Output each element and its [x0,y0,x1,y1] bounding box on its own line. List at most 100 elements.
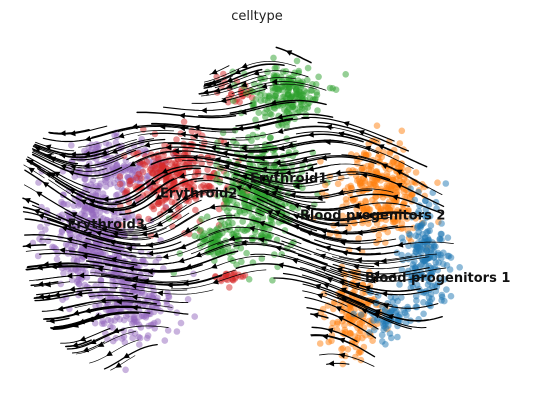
velocity-arrowhead [277,128,284,134]
velocity-streamline [216,149,315,160]
cell-point-blood-progenitors-2 [389,174,397,182]
velocity-streamline [64,211,157,234]
cell-point-blood-progenitors-2 [355,235,362,242]
cell-point-erythroid1 [306,94,314,102]
cell-point-blood-progenitors-1 [420,310,427,318]
cell-point-erythroid1 [292,87,300,94]
cell-point-erythroid1 [298,92,306,100]
velocity-streamline [99,212,190,236]
velocity-arrowhead [179,243,187,250]
cell-point-erythroid3 [137,271,144,278]
cell-point-erythroid3 [93,182,100,190]
velocity-arrowhead [111,148,118,154]
velocity-arrowhead [240,81,248,88]
velocity-streamline [304,296,379,330]
cell-point-erythroid3 [62,241,70,248]
cell-point-erythroid1 [304,76,311,84]
velocity-arrowhead [314,283,322,290]
cell-point-erythroid1 [315,73,322,81]
cell-point-erythroid3 [92,302,99,310]
cell-point-blood-progenitors-1 [427,222,435,229]
cell-point-erythroid3 [89,167,97,174]
velocity-streamline [85,237,182,251]
cell-point-erythroid1 [265,94,273,102]
velocity-arrowhead [53,291,61,298]
velocity-arrowhead [115,362,122,368]
cell-point-erythroid2 [127,177,135,184]
cell-point-blood-progenitors-2 [403,193,411,201]
velocity-arrowhead [61,225,68,232]
cell-point-erythroid3 [107,317,115,325]
velocity-streamline [59,138,155,159]
velocity-arrowhead [260,83,268,90]
velocity-arrowhead [358,130,365,136]
cell-point-erythroid3 [113,163,120,170]
velocity-streamline [99,204,188,231]
cell-point-blood-progenitors-2 [367,181,375,188]
velocity-streamline [233,243,328,265]
cell-point-erythroid3 [130,315,138,323]
velocity-streamline [316,248,413,262]
cell-point-erythroid1 [269,220,276,227]
velocity-streamline [311,326,358,343]
velocity-arrowhead [24,242,32,249]
velocity-streamline [217,238,312,255]
velocity-arrowhead [241,62,248,69]
cell-point-erythroid1 [249,99,257,107]
velocity-streamline [350,299,443,322]
velocity-streamline [90,272,189,282]
cell-point-erythroid2 [135,213,142,221]
velocity-streamline [256,208,347,240]
velocity-streamline [30,281,59,287]
cell-point-erythroid1 [286,174,294,182]
velocity-streamline [229,99,327,114]
cell-point-erythroid3 [38,203,45,211]
cell-point-blood-progenitors-1 [413,281,421,289]
velocity-streamline [208,226,302,245]
cell-point-erythroid3 [70,256,78,264]
velocity-streamline [149,133,249,141]
cell-point-blood-progenitors-2 [349,316,357,324]
cell-point-erythroid3 [173,328,181,335]
velocity-arrowhead [352,264,360,270]
velocity-streamline [39,238,137,257]
cell-point-erythroid1 [278,83,286,91]
velocity-arrowhead [152,232,159,238]
cell-point-erythroid1 [271,162,278,169]
velocity-arrowhead [195,251,202,258]
velocity-streamline [167,142,268,153]
velocity-arrowhead [322,282,330,289]
cell-point-blood-progenitors-1 [370,326,378,334]
cell-point-erythroid1 [272,92,279,100]
cell-point-erythroid2 [213,73,220,81]
cell-point-erythroid3 [120,316,128,324]
velocity-arrowhead [324,139,331,145]
cell-point-erythroid2 [145,215,152,223]
velocity-arrowhead [277,262,284,269]
velocity-streamline [301,274,393,306]
velocity-streamline [100,274,200,284]
velocity-arrowhead [341,229,348,236]
cell-point-erythroid3 [111,132,118,139]
velocity-streamline [34,291,134,302]
velocity-arrowhead [369,277,376,284]
cell-point-erythroid1 [252,116,259,124]
velocity-streamline [130,191,216,228]
cell-point-blood-progenitors-1 [403,312,410,319]
cell-point-erythroid3 [92,211,100,219]
cell-point-erythroid1 [223,171,230,178]
velocity-arrowhead [143,141,151,148]
cell-point-erythroid2 [201,139,208,146]
velocity-arrowhead [366,212,373,219]
velocity-streamline [120,239,215,259]
cell-point-blood-progenitors-2 [363,204,371,211]
cell-point-erythroid3 [100,215,107,222]
velocity-streamline [51,312,139,330]
cell-point-blood-progenitors-2 [342,313,350,320]
velocity-arrowhead [381,291,388,297]
velocity-arrowhead [70,212,78,218]
cell-point-blood-progenitors-2 [343,199,350,207]
cell-point-erythroid3 [123,284,130,292]
cell-point-erythroid3 [99,320,106,328]
cell-point-erythroid3 [68,276,76,284]
